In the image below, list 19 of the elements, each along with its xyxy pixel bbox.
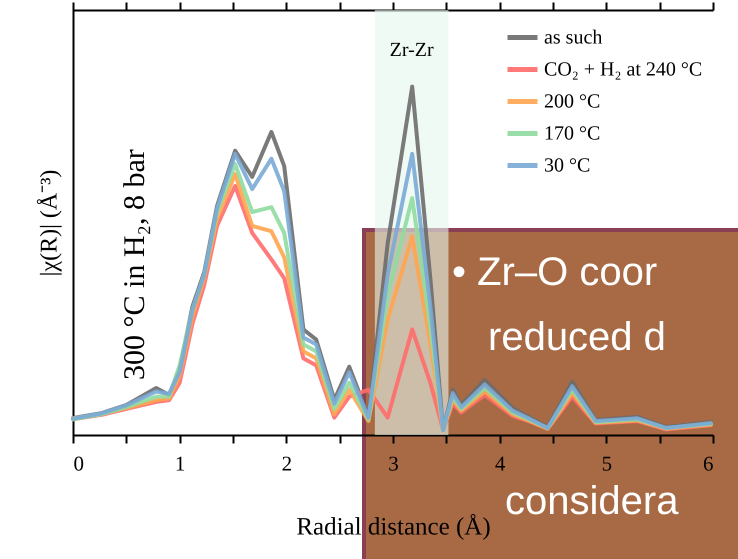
- legend-label: 170 °C: [544, 122, 600, 144]
- legend-label: 30 °C: [544, 154, 590, 176]
- x-tick-label: 5: [602, 452, 612, 476]
- y-axis-title: |χ(R)| (Å⁻³): [36, 170, 62, 276]
- x-tick-label: 6: [703, 452, 714, 476]
- legend-label: as such: [544, 26, 602, 48]
- annotation: • Zr–O coor: [452, 250, 658, 294]
- annotation: reduced d: [488, 315, 666, 359]
- x-tick-label: 3: [388, 452, 399, 476]
- x-tick-label: 4: [494, 452, 506, 476]
- x-tick-label: 0: [74, 452, 84, 476]
- x-tick-label: 2: [282, 452, 292, 476]
- annotation: 300 °C in H₂, 8 bar: [118, 149, 151, 380]
- legend-label: CO₂ + H₂ at 240 °C: [544, 58, 702, 80]
- legend-label: 200 °C: [544, 90, 600, 112]
- x-tick-label: 1: [174, 452, 186, 476]
- text: considera: [505, 479, 680, 523]
- x-axis-title: Radial distance (Å): [296, 514, 491, 540]
- band-label: Zr-Zr: [390, 39, 434, 61]
